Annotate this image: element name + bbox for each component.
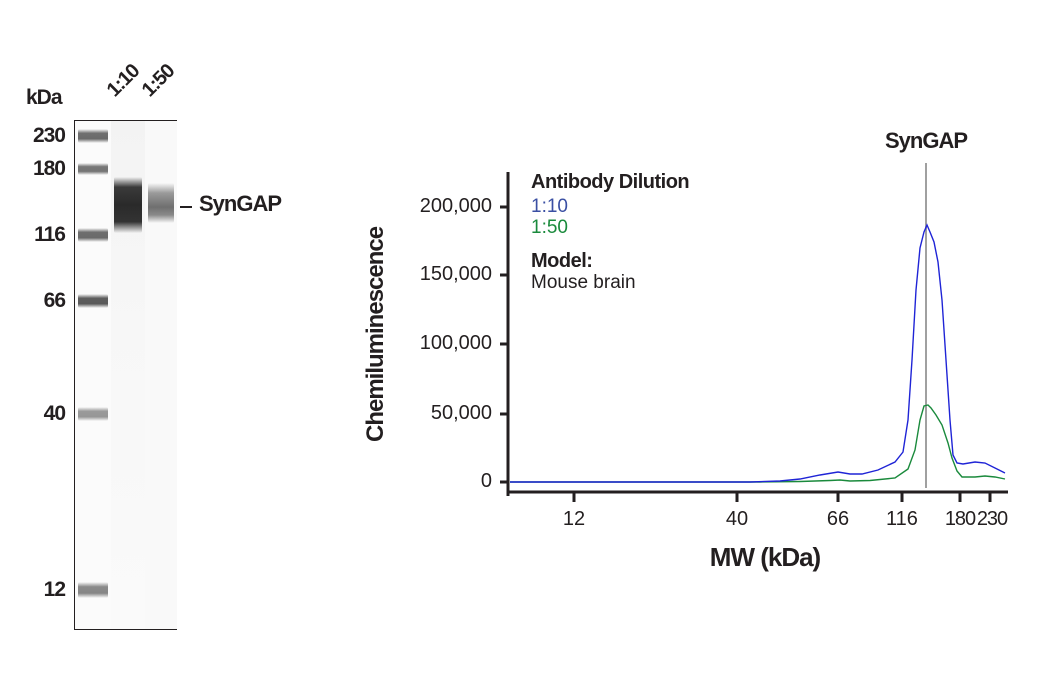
legend-model-title: Model:	[531, 250, 593, 272]
lane-1-10	[111, 121, 145, 629]
x-tick-230: 230	[976, 508, 1008, 530]
blot-image	[74, 120, 177, 630]
kda-unit-label: kDa	[26, 86, 63, 109]
marker-label-180: 180	[32, 157, 66, 180]
ladder-band-66	[78, 294, 108, 308]
lane-1-50	[145, 121, 177, 629]
marker-label-66: 66	[43, 289, 66, 312]
ladder-lane	[75, 121, 111, 629]
x-tick-180: 180	[944, 508, 976, 530]
marker-label-12: 12	[43, 578, 66, 601]
axes	[500, 172, 1008, 502]
series-1-10-line	[510, 223, 1006, 483]
legend-item-1-50: 1:50	[531, 217, 568, 238]
syngap-band-1-10	[114, 177, 142, 233]
series-1-50-line	[510, 404, 1006, 483]
x-axis-label: MW (kDa)	[709, 542, 821, 572]
y-tick-100000: 100,000	[419, 332, 492, 354]
y-tick-0: 0	[480, 470, 492, 492]
x-tick-12: 12	[562, 508, 586, 530]
ladder-band-40	[78, 407, 108, 421]
y-tick-200000: 200,000	[419, 195, 492, 217]
syngap-pointer-line	[180, 206, 192, 208]
x-tick-66: 66	[826, 508, 850, 530]
y-tick-150000: 150,000	[419, 263, 492, 285]
marker-label-230: 230	[32, 124, 66, 147]
ladder-band-116	[78, 228, 108, 242]
x-tick-40: 40	[725, 508, 749, 530]
syngap-band-1-50	[148, 183, 174, 223]
marker-label-116: 116	[34, 223, 66, 246]
legend-model-value: Mouse brain	[531, 272, 636, 293]
legend-title: Antibody Dilution	[531, 171, 690, 193]
ladder-band-180	[78, 163, 108, 175]
legend-item-1-10: 1:10	[531, 196, 568, 217]
x-tick-116: 116	[886, 508, 918, 530]
y-tick-50000: 50,000	[430, 402, 492, 424]
ladder-band-230	[78, 129, 108, 143]
peak-label: SynGAP	[884, 128, 968, 153]
marker-label-40: 40	[43, 402, 66, 425]
blot-target-label: SynGAP	[199, 191, 282, 216]
ladder-band-12	[78, 582, 108, 598]
